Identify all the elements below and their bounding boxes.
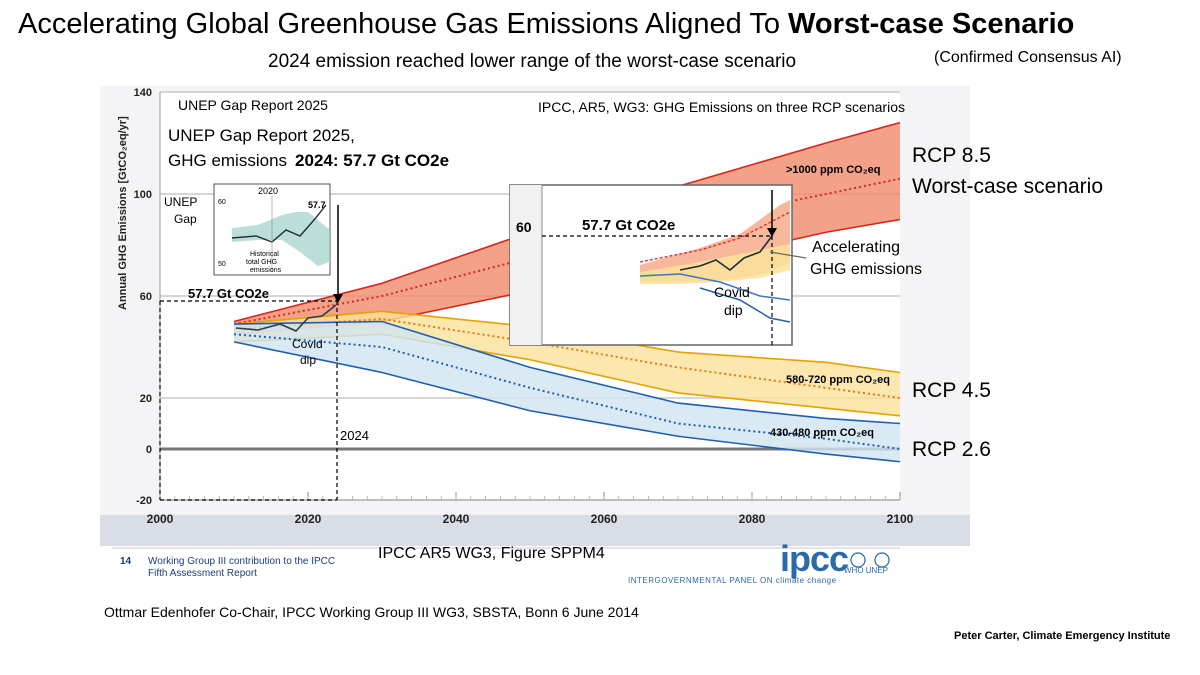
scenario-median (233, 333, 901, 450)
covid-label-1: Covid (292, 337, 323, 351)
y-tick-label: 60 (140, 291, 152, 303)
x-tick-label: 2100 (887, 512, 914, 526)
inset-small: UNEP Gap 2020 57.7 60 50 Historical tota… (164, 183, 331, 276)
accel-pointer (769, 251, 807, 259)
page-title: Accelerating Global Greenhouse Gas Emiss… (18, 8, 1074, 41)
inset-large-tick: 60 (516, 219, 532, 235)
x-tick-label: 2060 (591, 512, 618, 526)
obs-label: 57.7 Gt CO2e (188, 286, 269, 301)
covid-label-2: dip (300, 353, 316, 367)
inset-small-cap2: total GHG (246, 259, 277, 266)
inset-large-red-median (639, 211, 791, 263)
inset-small-line (231, 204, 327, 243)
observed-line (235, 304, 337, 332)
x-tick-label: 2040 (443, 512, 470, 526)
unep-line2-bold: 2024: 57.7 Gt CO2e (295, 151, 449, 170)
inset-large: 60 57.7 Gt CO2e Covid dip (509, 184, 807, 346)
unep-emblem-icon (874, 552, 890, 568)
rcp45-label: RCP 4.5 (912, 379, 991, 402)
inset-large-blue-line (639, 273, 791, 301)
ppm-low-label: 430-480 ppm CO₂eq (770, 427, 874, 439)
y-tick-label: 0 (146, 444, 152, 456)
inset-small-cap3: emissions (250, 267, 282, 274)
inset-large-covid2: dip (724, 302, 743, 318)
title-text: Accelerating Global Greenhouse Gas Emiss… (18, 8, 789, 40)
inset-large-blue-low (699, 287, 791, 323)
inset-small-title2: Gap (174, 212, 197, 226)
obs-arrowhead (333, 294, 343, 303)
inset-large-label: 57.7 Gt CO2e (582, 217, 675, 234)
ipcc-logo: ipcc (780, 538, 849, 579)
figure-label: IPCC AR5 WG3, Figure SPPM4 (378, 545, 605, 562)
y-tick-label: 100 (134, 189, 152, 201)
scenario-band (234, 321, 900, 462)
inset-large-covid1: Covid (714, 284, 750, 300)
x-tick-label: 2000 (147, 512, 174, 526)
accel-label-2: GHG emissions (810, 261, 922, 278)
xaxis-band (100, 515, 970, 546)
confirmed-note: (Confirmed Consensus AI) (934, 49, 1122, 66)
ipcc-label: IPCC, AR5, WG3: GHG Emissions on three R… (538, 99, 905, 115)
inset-large-observed (679, 235, 773, 272)
wg-page-number: 14 (120, 556, 132, 567)
x-tick-label: 2080 (739, 512, 766, 526)
unep-line1: UNEP Gap Report 2025, (168, 126, 355, 145)
footer-credit: Ottmar Edenhofer Co-Chair, IPCC Working … (104, 604, 639, 620)
inset-large-axis-bg (510, 185, 542, 345)
y-tick-label: -20 (136, 495, 152, 507)
ppm-mid-label: 580-720 ppm CO₂eq (786, 374, 890, 386)
inset-small-val: 57.7 (308, 200, 326, 210)
y-tick-label: 140 (134, 87, 152, 99)
inset-small-year: 2020 (258, 186, 278, 196)
y-tick-label: 20 (140, 393, 152, 405)
scenario-lower-edge (233, 341, 901, 463)
inset-small-band (232, 212, 330, 266)
scenario-median (233, 317, 901, 399)
rcp26-label: RCP 2.6 (912, 438, 991, 461)
who-unep-logos: WHO UNEP (844, 566, 888, 575)
year-2024-label: 2024 (340, 428, 369, 443)
unep-line2-prefix: GHG emissions (168, 151, 287, 170)
rcp85-label: RCP 8.5 (912, 144, 991, 167)
inset-small-ybot: 50 (218, 261, 226, 268)
accel-label-1: Accelerating (812, 239, 900, 256)
y-axis-label: Annual GHG Emissions [GtCO₂eq/yr] (117, 116, 129, 310)
ppm-high-label: >1000 ppm CO₂eq (786, 164, 880, 176)
ipcc-subtitle: INTERGOVERNMENTAL PANEL ON climate chang… (628, 576, 837, 585)
scenario-median (233, 177, 901, 326)
who-emblem-icon (850, 552, 866, 568)
unep-line2: GHG emissions 2024: 57.7 Gt CO2e (168, 151, 449, 170)
scenario-upper-edge (233, 320, 901, 425)
inset-large-arrowhead (767, 228, 777, 237)
observed-markers (159, 205, 343, 501)
wg-text: Working Group III contribution to the IP… (148, 556, 336, 579)
inset-small-title: UNEP (164, 195, 197, 209)
unep-label: UNEP Gap Report 2025 (178, 97, 328, 113)
x-tick-label: 2020 (295, 512, 322, 526)
page-subtitle: 2024 emission reached lower range of the… (268, 51, 797, 72)
author-credit: Peter Carter, Climate Emergency Institut… (954, 630, 1171, 642)
title-emphasis: Worst-case Scenario (788, 8, 1075, 40)
inset-small-cap1: Historical (250, 251, 279, 258)
worst-case-label: Worst-case scenario (912, 175, 1103, 198)
inset-small-ytop: 60 (218, 199, 226, 206)
